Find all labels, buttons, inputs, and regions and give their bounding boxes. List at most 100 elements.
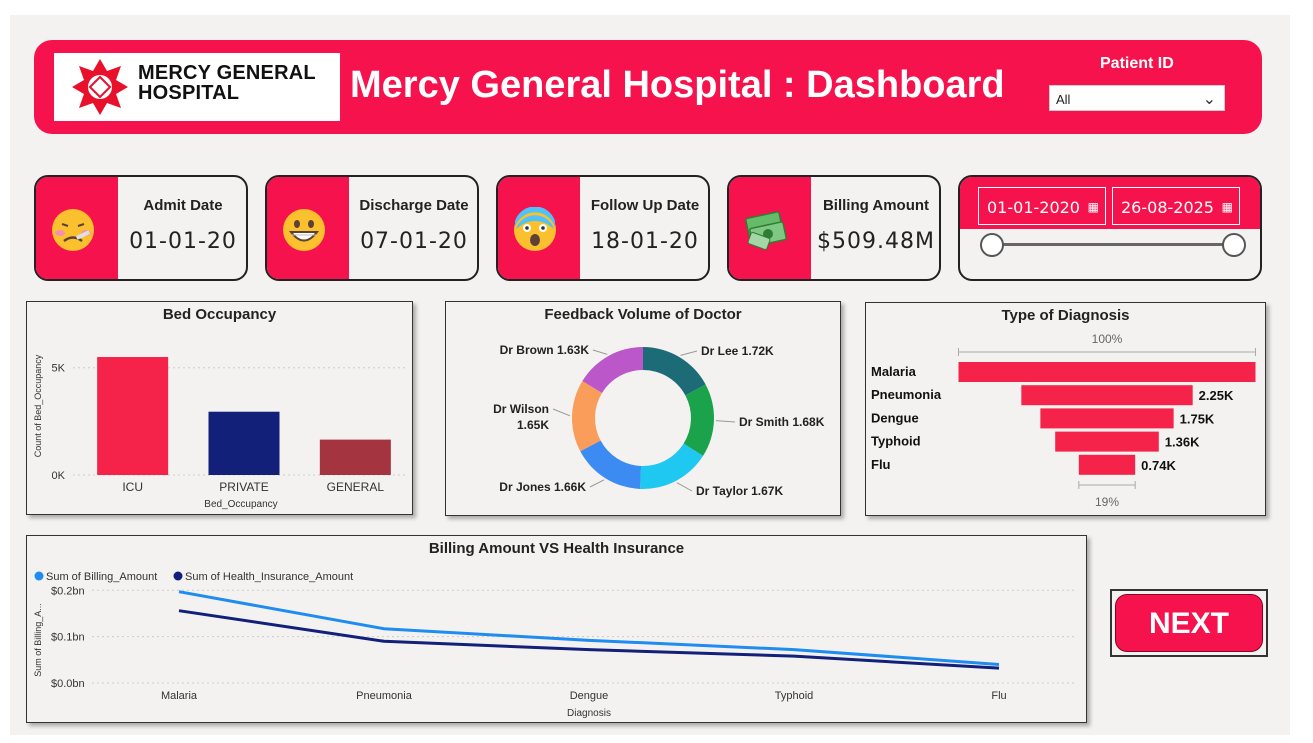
patient-id-label: Patient ID: [1100, 55, 1174, 72]
funnel-bar-dengue: [1040, 408, 1174, 429]
hospital-logo-icon: [72, 59, 128, 115]
sick-face-icon: [52, 209, 94, 251]
y-tick-label: $0.1bn: [51, 632, 85, 644]
y-tick-label: 0K: [52, 470, 66, 482]
funnel-value-label: 1.75K: [1180, 411, 1215, 426]
series-line-0: [178, 590, 1000, 666]
funnel-value-label: 2.25K: [1199, 388, 1234, 403]
funnel-category-label: Flu: [871, 457, 891, 472]
feedback-title: Feedback Volume of Doctor: [544, 306, 742, 323]
slice-label: Dr Lee 1.72K: [701, 344, 774, 358]
chevron-down-icon: ⌄: [1202, 91, 1216, 108]
donut-slice-dr-brown: [582, 347, 643, 394]
funnel-value-label: 0.74K: [1141, 458, 1176, 473]
funnel-category-label: Typhoid: [871, 434, 921, 449]
date-slicer-header: [960, 177, 1260, 229]
end-date-input[interactable]: 26-08-2025 ▦: [1112, 187, 1240, 225]
billing-title: Billing Amount VS Health Insurance: [428, 540, 685, 557]
donut-slice-dr-jones: [580, 440, 642, 489]
legend-marker: [34, 571, 44, 581]
slice-label: Dr Wilson: [493, 402, 549, 416]
x-tick-label: Pneumonia: [356, 690, 413, 702]
x-tick-label: Dengue: [570, 690, 609, 702]
x-tick-label: Typhoid: [775, 690, 814, 702]
calendar-icon: ▦: [1087, 200, 1099, 214]
patient-id-dropdown[interactable]: All ⌄: [1049, 85, 1225, 111]
funnel-bar-typhoid: [1055, 431, 1159, 452]
logo: [54, 53, 340, 121]
logo-text: MERCY GENERAL HOSPITAL: [138, 63, 316, 103]
feedback-donut-chart: Dr Lee 1.72K Dr Smith 1.68K Dr Taylor 1.67…: [493, 343, 825, 498]
bar-general: [319, 439, 391, 475]
slice-label: Dr Brown 1.63K: [500, 343, 590, 357]
leader-line: [552, 408, 571, 417]
date-slider-start-handle[interactable]: [980, 233, 1004, 257]
funnel-top-percent: 100%: [1092, 332, 1123, 346]
date-slider-track[interactable]: [992, 243, 1234, 246]
kpi-billing-amount: Billing Amount $509.48M: [727, 175, 941, 281]
kpi-value: $509.48M: [817, 229, 935, 254]
donut-slice-dr-taylor: [640, 443, 704, 489]
y-tick-label: 5K: [52, 363, 66, 375]
x-axis-label: Bed_Occupancy: [204, 499, 277, 510]
x-axis-label: Diagnosis: [567, 708, 611, 719]
scared-face-icon: [514, 207, 556, 251]
x-tick-label: PRIVATE: [219, 480, 269, 494]
donut-slice-dr-wilson: [572, 381, 603, 452]
calendar-icon: ▦: [1221, 200, 1233, 214]
next-button-frame: NEXT: [1110, 589, 1268, 657]
next-button[interactable]: NEXT: [1115, 594, 1263, 652]
patient-id-value: All: [1056, 92, 1071, 107]
leader-line: [715, 420, 736, 423]
kpi-label: Discharge Date: [359, 197, 469, 214]
y-tick-label: $0.0bn: [51, 678, 85, 690]
kpi-admit-date: Admit Date 01-01-20: [34, 175, 248, 281]
kpi-follow-up-date: Follow Up Date 18-01-20: [496, 175, 710, 281]
bed-occupancy-chart: 0K 5K ICU PRIVATE GENERAL Bed_Occupancy Count …: [33, 354, 407, 510]
leader-line: [680, 350, 698, 356]
date-slider-end-handle[interactable]: [1222, 233, 1246, 257]
start-date-input[interactable]: 01-01-2020 ▦: [978, 187, 1106, 225]
y-tick-label: $0.2bn: [51, 585, 85, 597]
funnel-category-label: Dengue: [871, 410, 919, 425]
funnel-bar-flu: [1078, 454, 1136, 475]
kpi-value: 07-01-20: [360, 229, 468, 254]
feedback-panel: Feedback Volume of Doctor Dr Lee 1.72K Dr…: [445, 301, 841, 516]
grinning-face-icon: [283, 209, 325, 251]
funnel-bar-pneumonia: [1021, 385, 1193, 406]
leader-line: [676, 482, 693, 492]
kpi-label: Billing Amount: [822, 197, 930, 214]
logo-line-1: MERCY GENERAL: [138, 62, 316, 84]
bed-occupancy-panel: Bed Occupancy 0K 5K ICU PRIVATE GENERAL Bed_O…: [26, 301, 413, 515]
billing-line-chart: Sum of Billing_Amount Sum of Health_Insur…: [33, 571, 1077, 719]
slice-label: Dr Taylor 1.67K: [696, 484, 783, 498]
money-icon: [745, 211, 787, 250]
slice-value: 1.65K: [517, 418, 549, 432]
donut-slice-dr-lee: [643, 347, 706, 396]
leader-line: [592, 349, 608, 355]
logo-line-2: HOSPITAL: [138, 82, 240, 104]
diagnosis-funnel-chart: 100% Malaria Pneumonia 2.25K Dengue 1.75K Typh…: [871, 332, 1256, 509]
leader-line: [589, 479, 605, 488]
start-date-value: 01-01-2020: [987, 198, 1080, 217]
bar-icu: [97, 357, 169, 475]
kpi-value: 18-01-20: [591, 229, 699, 254]
billing-panel: Billing Amount VS Health Insurance Sum o…: [26, 535, 1087, 723]
kpi-discharge-date: Discharge Date 07-01-20: [265, 175, 479, 281]
x-tick-label: Malaria: [161, 690, 198, 702]
diagnosis-title: Type of Diagnosis: [1001, 307, 1130, 324]
y-axis-label: Sum of Billing_A...: [33, 603, 43, 677]
x-tick-label: ICU: [122, 480, 143, 494]
x-tick-label: Flu: [991, 690, 1006, 702]
funnel-category-label: Pneumonia: [871, 387, 942, 402]
funnel-bar-malaria: [958, 362, 1256, 382]
kpi-value: 01-01-20: [129, 229, 237, 254]
end-date-value: 26-08-2025: [1121, 198, 1214, 217]
bar-private: [208, 411, 280, 475]
y-axis-label: Count of Bed_Occupancy: [33, 354, 43, 457]
funnel-bottom-percent: 19%: [1095, 495, 1119, 509]
page-title: Mercy General Hospital : Dashboard: [350, 64, 1005, 106]
legend-marker: [173, 571, 183, 581]
diagnosis-panel: Type of Diagnosis 100% Malaria Pneumonia 2.…: [865, 302, 1266, 516]
bed-occupancy-title: Bed Occupancy: [162, 306, 277, 323]
